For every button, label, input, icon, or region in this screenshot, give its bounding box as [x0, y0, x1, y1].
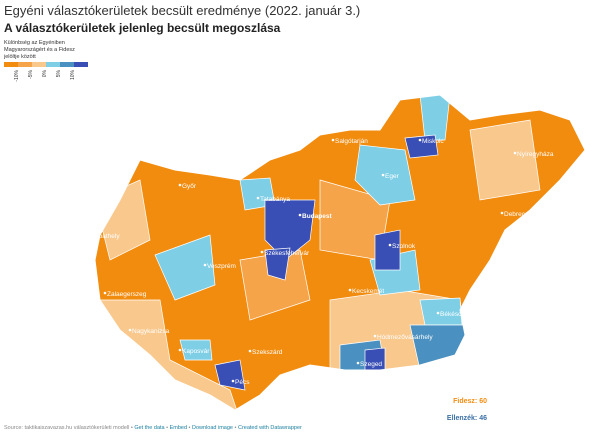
- city-dot: [128, 328, 132, 332]
- city-dot: [436, 311, 440, 315]
- city-label: Győr: [182, 183, 197, 190]
- city-label: Salgótarján: [335, 138, 368, 145]
- legend-title: jelöltje között: [3, 54, 36, 60]
- city-label: Miskolc: [422, 138, 444, 145]
- city-label: Tatabánya: [260, 196, 290, 203]
- city-dot: [513, 151, 517, 155]
- city-label: Debrecen: [504, 211, 533, 218]
- subtitle: A választókerületek jelenleg becsült meg…: [4, 21, 281, 35]
- footer: Source: taktikaiszavazas.hu választókerü…: [4, 425, 302, 431]
- fidesz-total: Fidesz: 60: [453, 398, 487, 405]
- city-label: Zalaegerszeg: [107, 291, 147, 298]
- legend: Különbség az Egyéniben Magyarországért é…: [3, 40, 88, 82]
- legend-label: -10%: [14, 69, 20, 81]
- city-label: Pécs: [235, 379, 250, 386]
- opposition-total: Ellenzék: 46: [447, 415, 487, 422]
- legend-swatch: [32, 62, 46, 67]
- city-dot: [203, 263, 207, 267]
- city-label: Szeged: [360, 361, 382, 368]
- city-dot: [356, 361, 360, 365]
- city-dot: [348, 288, 352, 292]
- city-dot: [418, 138, 422, 142]
- city-dot: [256, 196, 260, 200]
- city-label: Hódmezővásárhely: [377, 334, 433, 341]
- legend-label: -5%: [28, 69, 34, 78]
- city-dot: [103, 291, 107, 295]
- link[interactable]: Download image: [192, 425, 233, 431]
- city-label: Nyíregyháza: [517, 151, 554, 158]
- city-label: Eger: [385, 173, 400, 180]
- legend-label: 0%: [42, 69, 48, 77]
- city-label: Szombathely: [82, 233, 120, 240]
- city-label: Kaposvár: [182, 348, 210, 355]
- city-label: Szolnok: [392, 243, 416, 250]
- city-dot: [331, 138, 335, 142]
- city-dot: [373, 334, 377, 338]
- link[interactable]: Get the data: [134, 425, 165, 431]
- city-dot: [381, 173, 385, 177]
- city-dot: [248, 349, 252, 353]
- city-label: Kecskemét: [352, 288, 384, 295]
- city-dot: [260, 250, 264, 254]
- city-label: Nagykanizsa: [132, 328, 170, 335]
- title: Egyéni választókerületek becsült eredmén…: [4, 3, 361, 18]
- legend-swatch: [74, 62, 88, 67]
- source: Source: taktikaiszavazas.hu választókerü…: [4, 425, 130, 431]
- legend-title: Magyarországért és a Fidesz: [4, 47, 75, 53]
- city-label: Szekszárd: [252, 349, 283, 356]
- city-dot: [78, 233, 82, 237]
- city-dot: [388, 243, 392, 247]
- legend-swatch: [18, 62, 32, 67]
- legend-swatch: [46, 62, 60, 67]
- legend-swatch: [60, 62, 74, 67]
- city-dot: [178, 183, 182, 187]
- city-label: Budapest: [302, 213, 332, 220]
- city-dot: [231, 379, 235, 383]
- link[interactable]: Created with Datawrapper: [237, 425, 302, 431]
- link[interactable]: Embed: [169, 425, 188, 431]
- city-label: Székesfehérvár: [264, 250, 310, 257]
- city-dot: [178, 348, 182, 352]
- city-label: Veszprém: [207, 263, 236, 270]
- legend-label: 5%: [56, 69, 62, 77]
- city-label: Békéscsaba: [440, 311, 476, 318]
- legend-swatch: [4, 62, 18, 67]
- districts: [95, 95, 585, 410]
- legend-title: Különbség az Egyéniben: [4, 40, 65, 46]
- legend-label: 10%: [70, 69, 76, 80]
- city-dot: [298, 213, 302, 217]
- city-dot: [500, 211, 504, 215]
